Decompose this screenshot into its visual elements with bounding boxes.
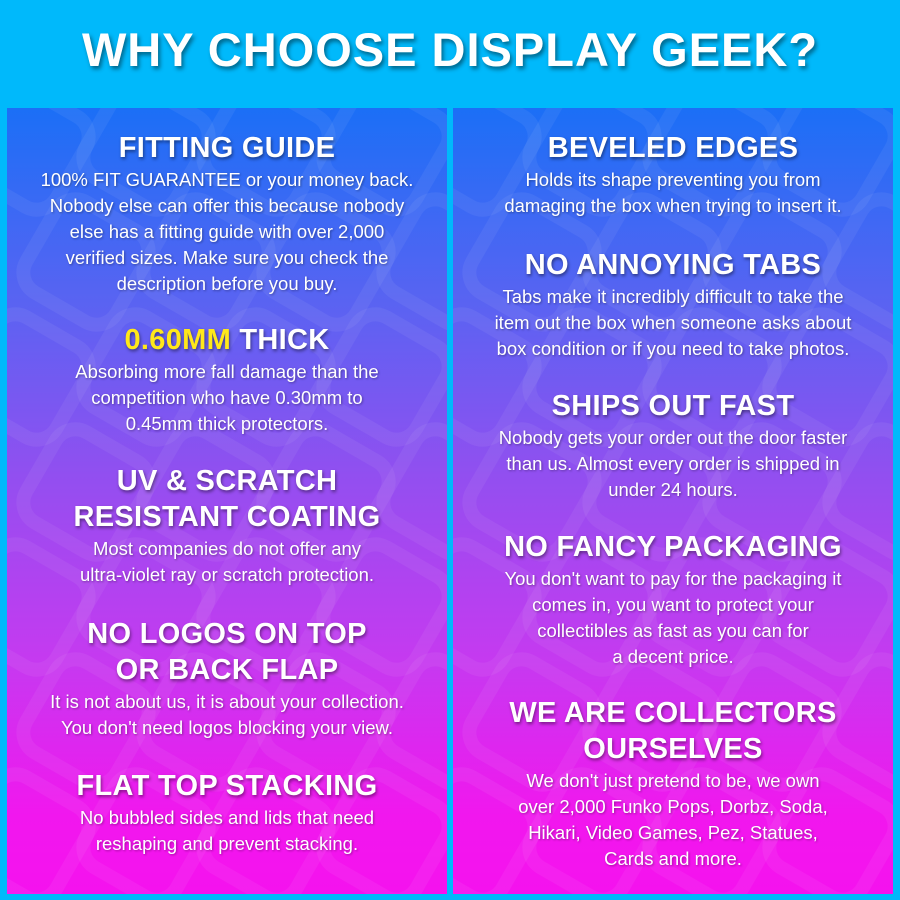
feature-heading: BEVELED EDGES [453, 130, 893, 166]
feature-heading: FITTING GUIDE [7, 130, 447, 166]
feature-heading-text: BEVELED EDGES [547, 132, 799, 164]
feature-description-line: Holds its shape preventing you from [525, 169, 821, 190]
feature-description-line: competition who have 0.30mm to [91, 387, 363, 408]
feature-section: NO LOGOS ON TOP OR BACK FLAP It is not abo… [7, 616, 447, 740]
feature-description-line: over 2,000 Funko Pops, Dorbz, Soda, [518, 796, 828, 817]
feature-heading: RESISTANT COATING [7, 499, 447, 535]
feature-description-line: description before you buy. [116, 273, 338, 294]
feature-section: BEVELED EDGES Holds its shape preventing … [453, 130, 893, 218]
feature-description-line: 100% FIT GUARANTEE or your money back. [40, 169, 414, 190]
feature-section: FLAT TOP STACKING No bubbled sides and li… [7, 768, 447, 856]
feature-section: NO FANCY PACKAGING You don't want to pay … [453, 529, 893, 669]
feature-heading-text: RESISTANT COATING [73, 501, 381, 533]
right-feature-panel: BEVELED EDGES Holds its shape preventing … [453, 108, 893, 894]
feature-heading: WE ARE COLLECTORS [453, 695, 893, 731]
feature-heading: UV & SCRATCH [7, 463, 447, 499]
feature-heading-text: NO LOGOS ON TOP [87, 618, 367, 650]
feature-heading: NO ANNOYING TABS [453, 247, 893, 283]
feature-heading-text: NO FANCY PACKAGING [504, 531, 842, 563]
feature-section: WE ARE COLLECTORS OURSELVES We don't just … [453, 695, 893, 871]
feature-description-line: than us. Almost every order is shipped i… [506, 453, 840, 474]
feature-description-line: It is not about us, it is about your col… [50, 691, 404, 712]
feature-description-line: reshaping and prevent stacking. [95, 833, 359, 854]
feature-description-line: verified sizes. Make sure you check the [65, 247, 389, 268]
feature-description-line: Cards and more. [604, 848, 742, 869]
feature-heading-text: OR BACK FLAP [115, 654, 339, 686]
feature-heading-text: OURSELVES [583, 733, 763, 765]
feature-description-line: damaging the box when trying to insert i… [504, 195, 842, 216]
feature-section: FITTING GUIDE 100% FIT GUARANTEE or your … [7, 130, 447, 296]
feature-heading: FLAT TOP STACKING [7, 768, 447, 804]
feature-description-line: item out the box when someone asks about [494, 312, 852, 333]
left-feature-panel: FITTING GUIDE 100% FIT GUARANTEE or your … [7, 108, 447, 894]
feature-section: NO ANNOYING TABS Tabs make it incredibly … [453, 247, 893, 361]
feature-description-line: Hikari, Video Games, Pez, Statues, [528, 822, 818, 843]
feature-heading-highlight: 0.60MM [124, 324, 232, 356]
feature-description-line: 0.45mm thick protectors. [125, 413, 329, 434]
feature-description-line: Nobody else can offer this because nobod… [49, 195, 405, 216]
feature-description-line: collectibles as fast as you can for [537, 620, 809, 641]
feature-heading-text: UV & SCRATCH [116, 465, 338, 497]
feature-description-line: Absorbing more fall damage than the [75, 361, 379, 382]
feature-heading-text: FITTING GUIDE [118, 132, 336, 164]
feature-description-line: box condition or if you need to take pho… [496, 338, 850, 359]
feature-heading-text: FLAT TOP STACKING [76, 770, 378, 802]
feature-heading-text: THICK [231, 324, 330, 356]
feature-description-line: No bubbled sides and lids that need [79, 807, 375, 828]
feature-description-line: You don't want to pay for the packaging … [504, 568, 842, 589]
feature-description-line: We don't just pretend to be, we own [526, 770, 820, 791]
feature-heading-text: WE ARE COLLECTORS [509, 697, 837, 729]
feature-description-line: a decent price. [612, 646, 734, 667]
feature-description-line: else has a fitting guide with over 2,000 [69, 221, 385, 242]
feature-heading-text: SHIPS OUT FAST [551, 390, 795, 422]
feature-heading: NO LOGOS ON TOP [7, 616, 447, 652]
feature-section: SHIPS OUT FAST Nobody gets your order out… [453, 388, 893, 502]
feature-heading: 0.60MM THICK [7, 322, 447, 358]
feature-heading-text: NO ANNOYING TABS [524, 249, 822, 281]
page-title: WHY CHOOSE DISPLAY GEEK? [81, 23, 819, 76]
feature-heading: NO FANCY PACKAGING [453, 529, 893, 565]
feature-description-line: Tabs make it incredibly difficult to tak… [502, 286, 844, 307]
feature-heading: SHIPS OUT FAST [453, 388, 893, 424]
feature-description-line: under 24 hours. [608, 479, 738, 500]
feature-description-line: comes in, you want to protect your [532, 594, 814, 615]
feature-section: UV & SCRATCH RESISTANT COATING Most compan… [7, 463, 447, 587]
feature-description-line: Nobody gets your order out the door fast… [498, 427, 848, 448]
feature-description-line: ultra-violet ray or scratch protection. [79, 564, 375, 585]
feature-description-line: Most companies do not offer any [92, 538, 362, 559]
feature-heading: OR BACK FLAP [7, 652, 447, 688]
feature-heading: OURSELVES [453, 731, 893, 767]
feature-section: 0.60MM THICK Absorbing more fall damage t… [7, 322, 447, 436]
feature-description-line: You don't need logos blocking your view. [61, 717, 393, 738]
